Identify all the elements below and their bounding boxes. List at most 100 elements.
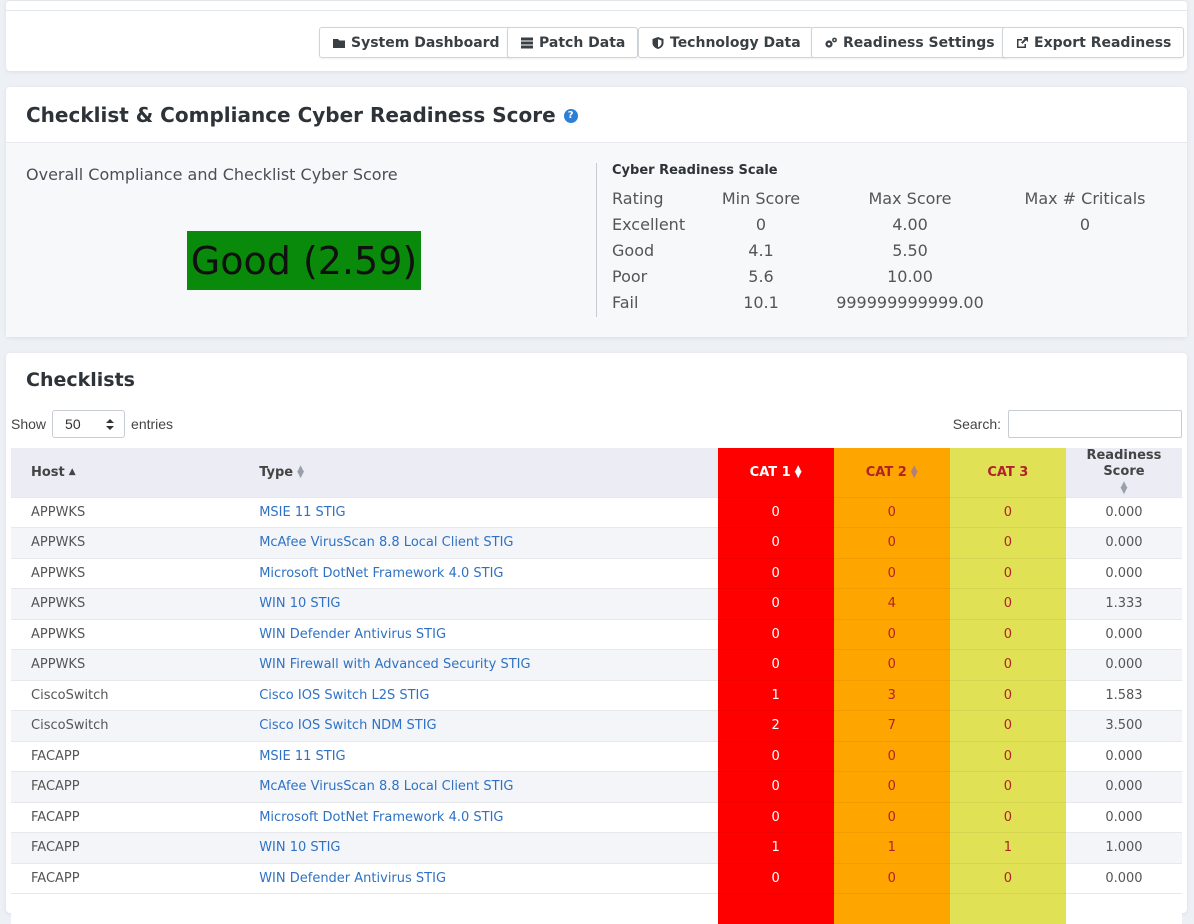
type-cell: MSIE 11 STIG	[239, 497, 717, 528]
cat1-cell: 0	[718, 863, 834, 894]
help-icon[interactable]: ?	[564, 109, 578, 123]
patch-data-button[interactable]: Patch Data	[507, 27, 638, 58]
cat2-cell: 1	[834, 833, 950, 864]
cat3-cell: 1	[950, 833, 1066, 864]
scale-row: Good 4.1 5.50	[612, 237, 1176, 263]
scale-min: 5.6	[696, 267, 826, 286]
panel-body: Overall Compliance and Checklist Cyber S…	[6, 143, 1187, 337]
checklist-type-link[interactable]: MSIE 11 STIG	[259, 749, 345, 764]
scale-row: Poor 5.6 10.00	[612, 263, 1176, 289]
column-header-cat2[interactable]: CAT 2▲▼	[834, 448, 950, 497]
checklist-type-link[interactable]: WIN Defender Antivirus STIG	[259, 627, 446, 642]
cat2-cell: 4	[834, 589, 950, 620]
cat1-cell: 0	[718, 802, 834, 833]
cat3-cell: 0	[950, 863, 1066, 894]
cat3-cell: 0	[950, 772, 1066, 803]
column-label: CAT 2	[866, 465, 907, 480]
sort-icon: ▲	[69, 469, 76, 475]
type-cell: Cisco IOS Switch NDM STIG	[239, 711, 717, 742]
export-readiness-button[interactable]: Export Readiness	[1002, 27, 1184, 58]
type-cell: Cisco IOS Switch L2S STIG	[239, 680, 717, 711]
table-header-row: Host▲ Type▲▼ CAT 1▲▼ CAT 2▲▼ CAT 3 Readi…	[11, 448, 1182, 497]
checklist-type-link[interactable]: Microsoft DotNet Framework 4.0 STIG	[259, 566, 503, 581]
cat1-cell: 0	[718, 558, 834, 589]
sort-icon: ▲▼	[1120, 482, 1127, 494]
cat2-cell: 0	[834, 863, 950, 894]
entries-length-control: Show 50 entries	[11, 410, 173, 438]
host-cell: FACAPP	[11, 802, 239, 833]
host-cell: APPWKS	[11, 558, 239, 589]
cat2-cell: 3	[834, 680, 950, 711]
cat2-cell: 0	[834, 802, 950, 833]
checklist-type-link[interactable]: WIN 10 STIG	[259, 596, 340, 611]
scale-min: 10.1	[696, 293, 826, 312]
column-header-cat1[interactable]: CAT 1▲▼	[718, 448, 834, 497]
cat1-cell: 0	[718, 650, 834, 681]
scale-row: Fail 10.1 999999999999.00	[612, 289, 1176, 315]
overall-score-badge: Good (2.59)	[187, 231, 421, 290]
cat3-cell: 0	[950, 711, 1066, 742]
checklist-type-link[interactable]: McAfee VirusScan 8.8 Local Client STIG	[259, 535, 513, 550]
readiness-score-cell: 1.000	[1066, 833, 1182, 864]
host-cell	[11, 894, 239, 924]
panel-header: Checklist & Compliance Cyber Readiness S…	[6, 87, 1187, 143]
search-input[interactable]	[1008, 410, 1182, 438]
cat2-cell: 0	[834, 619, 950, 650]
scale-min: 4.1	[696, 241, 826, 260]
entries-select[interactable]: 50	[52, 410, 125, 438]
cat3-cell: 0	[950, 680, 1066, 711]
scale-max: 4.00	[826, 215, 994, 234]
cat3-cell	[950, 894, 1066, 924]
host-cell: CiscoSwitch	[11, 711, 239, 742]
cat2-cell: 7	[834, 711, 950, 742]
checklists-panel: Checklists Show 50 entries Search: Host▲…	[6, 353, 1187, 913]
system-dashboard-button[interactable]: System Dashboard	[319, 27, 513, 58]
table-row: APPWKS WIN Firewall with Advanced Securit…	[11, 650, 1182, 681]
button-label: Technology Data	[670, 35, 801, 51]
host-cell: FACAPP	[11, 772, 239, 803]
checklist-type-link[interactable]: WIN Defender Antivirus STIG	[259, 871, 446, 886]
scale-rating: Good	[612, 241, 696, 260]
column-header-type[interactable]: Type▲▼	[239, 448, 717, 497]
column-header-cat3[interactable]: CAT 3	[950, 448, 1066, 497]
checklist-type-link[interactable]: WIN 10 STIG	[259, 840, 340, 855]
checklist-type-link[interactable]: McAfee VirusScan 8.8 Local Client STIG	[259, 779, 513, 794]
readiness-score-cell: 0.000	[1066, 741, 1182, 772]
readiness-score-cell: 0.000	[1066, 619, 1182, 650]
cat2-cell: 0	[834, 558, 950, 589]
readiness-score-cell: 0.000	[1066, 772, 1182, 803]
search-label: Search:	[953, 416, 1001, 432]
cat2-cell: 0	[834, 650, 950, 681]
scale-rating: Poor	[612, 267, 696, 286]
cat3-cell: 0	[950, 741, 1066, 772]
type-cell: WIN Firewall with Advanced Security STIG	[239, 650, 717, 681]
panel-title-text: Checklist & Compliance Cyber Readiness S…	[26, 103, 556, 127]
checklist-type-link[interactable]: WIN Firewall with Advanced Security STIG	[259, 657, 530, 672]
host-cell: APPWKS	[11, 650, 239, 681]
readiness-score-cell: 0.000	[1066, 558, 1182, 589]
column-header-readiness[interactable]: Readiness Score▲▼	[1066, 448, 1182, 497]
host-cell: FACAPP	[11, 863, 239, 894]
checklist-type-link[interactable]: Cisco IOS Switch L2S STIG	[259, 688, 429, 703]
column-header-host[interactable]: Host▲	[11, 448, 239, 497]
cat2-cell: 0	[834, 772, 950, 803]
readiness-settings-button[interactable]: Readiness Settings	[811, 27, 1008, 58]
button-label: System Dashboard	[351, 35, 500, 51]
table-row: FACAPP Microsoft DotNet Framework 4.0 STI…	[11, 802, 1182, 833]
entries-label: entries	[131, 416, 173, 432]
checklist-type-link[interactable]: MSIE 11 STIG	[259, 505, 345, 520]
panel-title: Checklist & Compliance Cyber Readiness S…	[26, 103, 578, 127]
type-cell: Microsoft DotNet Framework 4.0 STIG	[239, 802, 717, 833]
host-cell: APPWKS	[11, 528, 239, 559]
checklist-type-link[interactable]: Cisco IOS Switch NDM STIG	[259, 718, 436, 733]
cat3-cell: 0	[950, 619, 1066, 650]
checklist-type-link[interactable]: Microsoft DotNet Framework 4.0 STIG	[259, 810, 503, 825]
cat1-cell: 1	[718, 680, 834, 711]
scale-header: Rating	[612, 189, 696, 208]
scale-header: Min Score	[696, 189, 826, 208]
cat1-cell: 1	[718, 833, 834, 864]
readiness-score-cell: 0.000	[1066, 528, 1182, 559]
technology-data-button[interactable]: Technology Data	[638, 27, 814, 58]
type-cell: McAfee VirusScan 8.8 Local Client STIG	[239, 772, 717, 803]
